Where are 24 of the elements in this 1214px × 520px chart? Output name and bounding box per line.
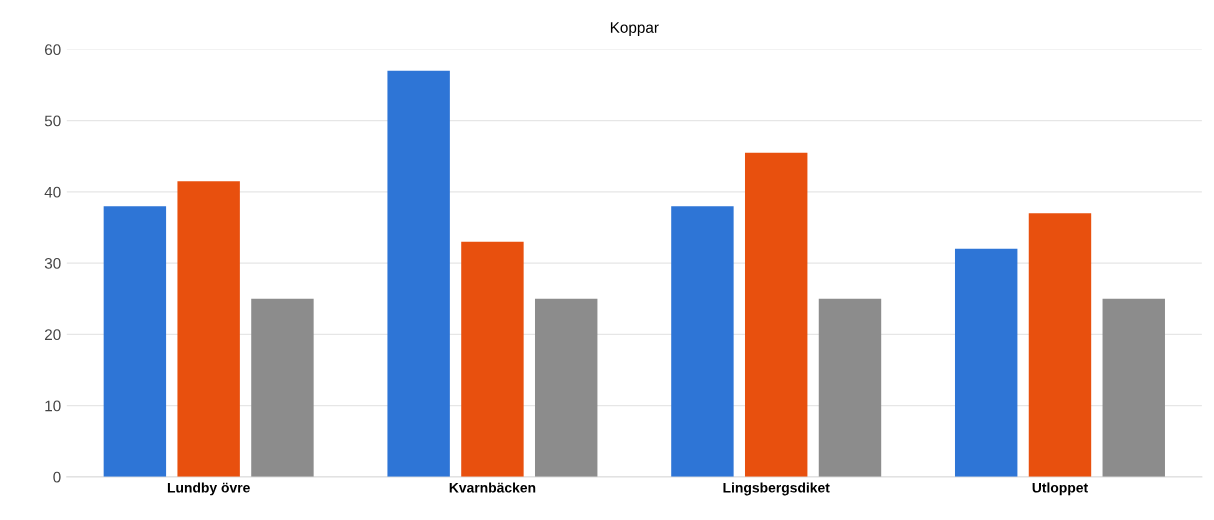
y-tick-label: 40 [44, 186, 61, 198]
bar [818, 298, 882, 477]
bar [534, 298, 598, 477]
bar [387, 70, 450, 477]
x-tick-label: Kvarnbäcken [449, 482, 536, 493]
bar [954, 248, 1018, 477]
bar [1102, 298, 1165, 477]
y-tick-label: 20 [44, 329, 61, 341]
bar [461, 241, 524, 477]
bar [1028, 213, 1092, 477]
x-tick-label: Utloppet [1032, 482, 1088, 496]
bar [103, 206, 167, 477]
bar [251, 298, 314, 477]
x-tick-label: Lingsbergsdiket [723, 482, 830, 496]
y-tick-label: 50 [44, 115, 61, 127]
bar [744, 152, 808, 477]
bar [177, 181, 240, 477]
y-tick-label: 10 [45, 400, 61, 412]
x-tick-label: Lundby övre [167, 482, 250, 496]
y-tick-label: 60 [45, 44, 61, 56]
bar [671, 206, 734, 477]
y-tick-label: 0 [53, 471, 61, 483]
chart-title: Koppar [610, 22, 659, 36]
y-tick-label: 30 [44, 257, 61, 269]
